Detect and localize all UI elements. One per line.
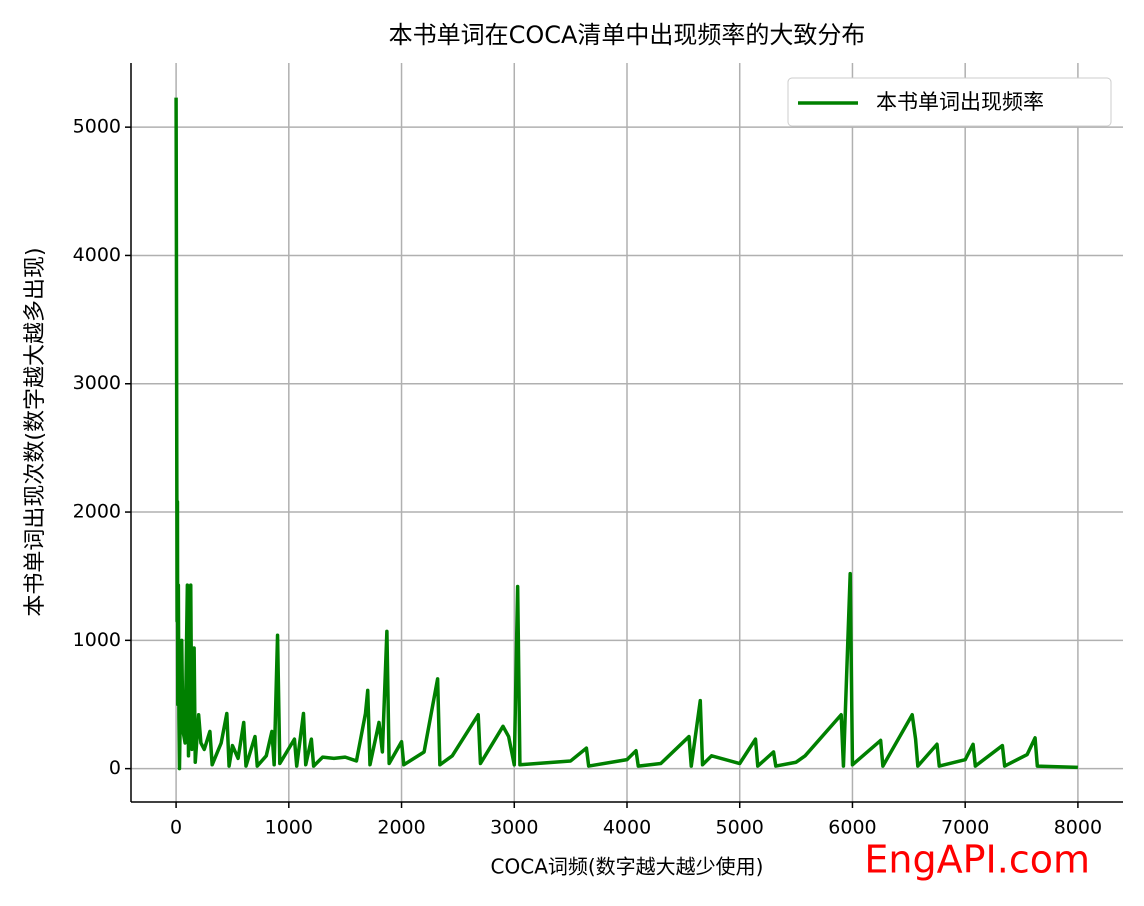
- chart-title: 本书单词在COCA清单中出现频率的大致分布: [389, 21, 866, 49]
- x-tick-label: 8000: [1054, 817, 1102, 839]
- x-tick-label: 2000: [377, 817, 425, 839]
- data-line: [174, 97, 1078, 771]
- x-tick-label: 4000: [603, 817, 651, 839]
- y-tick-label: 1000: [73, 629, 121, 651]
- x-axis-label: COCA词频(数字越大越少使用): [491, 855, 764, 879]
- y-tick-label: 3000: [73, 372, 121, 394]
- x-tick-label: 0: [170, 817, 182, 839]
- x-tick-label: 7000: [941, 817, 989, 839]
- x-tick-label: 1000: [265, 817, 313, 839]
- x-tick-label: 5000: [716, 817, 764, 839]
- y-tick-label: 2000: [73, 501, 121, 523]
- legend-label: 本书单词出现频率: [876, 90, 1044, 114]
- y-axis-label: 本书单词出现次数(数字越大越多出现): [23, 247, 48, 616]
- y-tick-label: 0: [109, 757, 121, 779]
- x-tick-label: 3000: [490, 817, 538, 839]
- legend-box: [787, 77, 1112, 127]
- x-tick-label: 6000: [828, 817, 876, 839]
- y-tick-label: 4000: [73, 244, 121, 266]
- watermark: EngAPI.com: [864, 838, 1090, 882]
- y-tick-label: 5000: [73, 116, 121, 138]
